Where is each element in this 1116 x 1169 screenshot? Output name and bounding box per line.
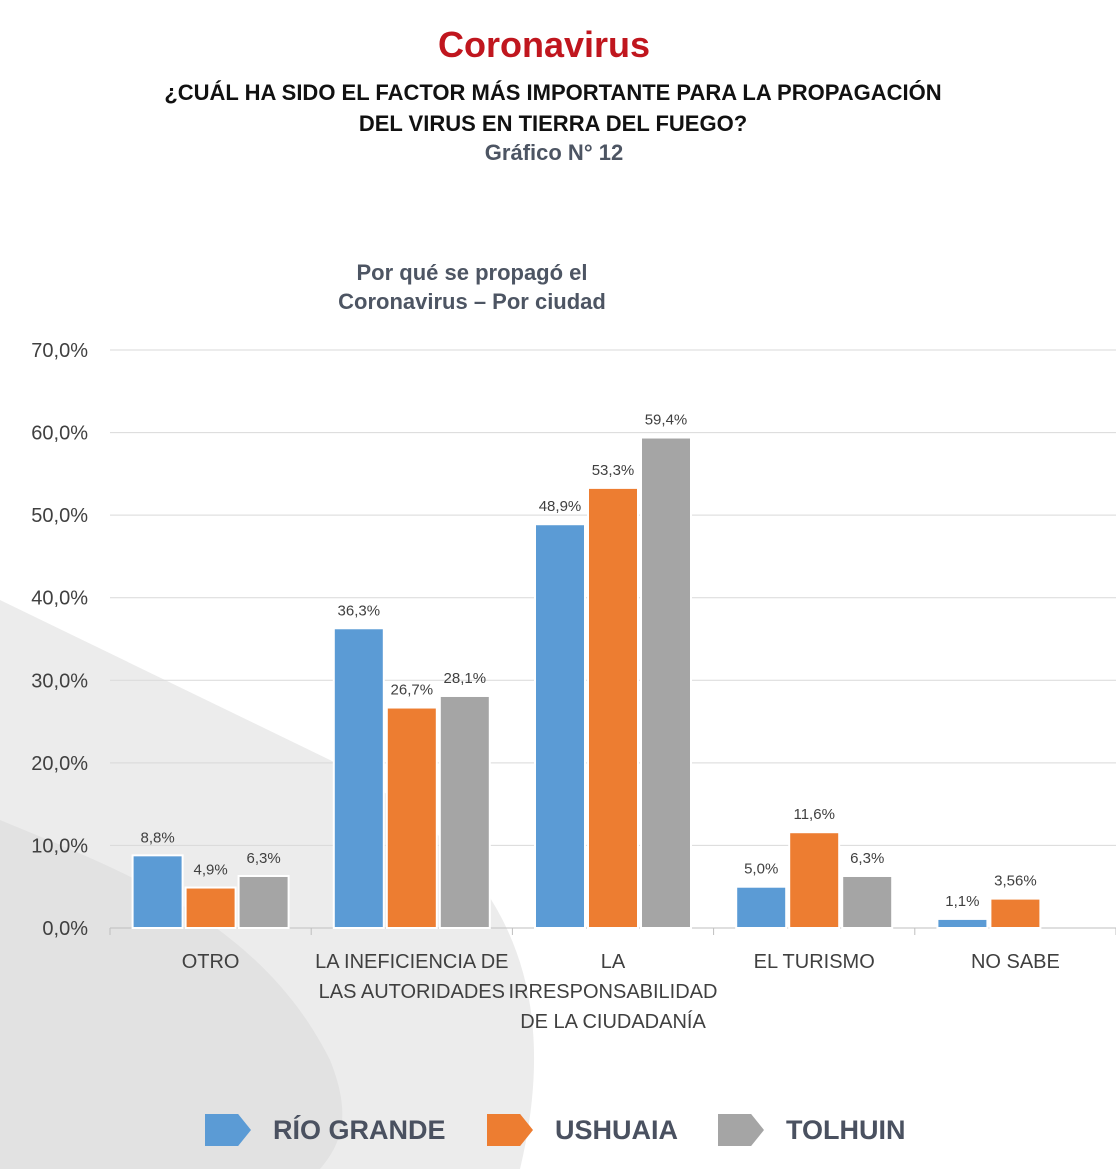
chart-number: Gráfico N° 12 bbox=[484, 140, 624, 165]
legend-swatch-tolhuin bbox=[718, 1114, 764, 1146]
x-category-label: OTRO bbox=[182, 951, 240, 973]
legend-swatch-rio-grande bbox=[205, 1114, 251, 1146]
bar-ushuaia bbox=[788, 831, 841, 930]
bar-tolhuin bbox=[438, 694, 491, 930]
legend-item-tolhuin: TOLHUIN bbox=[718, 1110, 906, 1150]
bar-ushuaia bbox=[385, 706, 438, 930]
x-category-label: DE LA CIUDADANÍA bbox=[520, 1010, 706, 1033]
legend-swatch-ushuaia bbox=[487, 1114, 533, 1146]
data-label: 5,0% bbox=[744, 861, 778, 878]
data-label: 8,8% bbox=[140, 829, 174, 846]
legend-label-rio-grande: RÍO GRANDE bbox=[273, 1114, 446, 1145]
data-label: 36,3% bbox=[338, 602, 381, 619]
x-category-label: NO SABE bbox=[971, 951, 1060, 973]
legend-item-ushuaia: USHUAIA bbox=[487, 1110, 678, 1150]
data-label: 4,9% bbox=[193, 862, 227, 879]
data-label: 6,3% bbox=[850, 850, 884, 867]
bar-río-grande bbox=[735, 885, 788, 930]
data-label: 53,3% bbox=[592, 462, 635, 479]
bar-río-grande bbox=[936, 917, 989, 929]
bar-tolhuin bbox=[237, 874, 290, 929]
data-label: 48,9% bbox=[539, 498, 582, 515]
bar-río-grande bbox=[332, 627, 385, 929]
x-category-label: EL TURISMO bbox=[754, 951, 875, 973]
y-tick-label: 60,0% bbox=[31, 423, 88, 445]
bar-ushuaia bbox=[989, 897, 1042, 929]
data-label: 26,7% bbox=[391, 682, 434, 699]
x-category-label: LA INEFICIENCIA DE bbox=[315, 951, 508, 973]
y-tick-label: 30,0% bbox=[31, 670, 88, 692]
y-tick-label: 50,0% bbox=[31, 505, 88, 527]
y-tick-label: 20,0% bbox=[31, 753, 88, 775]
data-label: 28,1% bbox=[444, 670, 487, 687]
bar-tolhuin bbox=[640, 436, 692, 929]
data-label: 1,1% bbox=[945, 893, 979, 910]
bar-tolhuin bbox=[841, 874, 894, 929]
bar-ushuaia bbox=[587, 486, 639, 929]
chart-title-line-1: Por qué se propagó el bbox=[356, 260, 588, 285]
bar-río-grande bbox=[131, 854, 184, 930]
bar-río-grande bbox=[534, 523, 586, 929]
legend-label-tolhuin: TOLHUIN bbox=[786, 1114, 906, 1145]
x-category-label: IRRESPONSABILIDAD bbox=[509, 981, 718, 1003]
page-title: Coronavirus bbox=[437, 24, 651, 65]
legend-label-ushuaia: USHUAIA bbox=[555, 1114, 679, 1145]
y-tick-label: 10,0% bbox=[31, 835, 88, 857]
y-tick-label: 70,0% bbox=[31, 340, 88, 362]
x-category-label: LA bbox=[601, 951, 626, 973]
bar-ushuaia bbox=[184, 886, 237, 929]
question-line-2: DEL VIRUS EN TIERRA DEL FUEGO? bbox=[358, 111, 748, 136]
data-label: 59,4% bbox=[645, 412, 688, 429]
question-line-1: ¿CUÁL HA SIDO EL FACTOR MÁS IMPORTANTE P… bbox=[164, 80, 942, 105]
data-label: 3,56% bbox=[994, 873, 1037, 890]
y-tick-label: 40,0% bbox=[31, 588, 88, 610]
y-tick-label: 0,0% bbox=[42, 918, 88, 940]
x-category-label: LAS AUTORIDADES bbox=[319, 981, 505, 1003]
data-label: 11,6% bbox=[793, 806, 834, 823]
data-label: 6,3% bbox=[246, 850, 280, 867]
chart-title-line-2: Coronavirus – Por ciudad bbox=[338, 289, 606, 314]
legend-item-rio-grande: RÍO GRANDE bbox=[205, 1110, 446, 1150]
